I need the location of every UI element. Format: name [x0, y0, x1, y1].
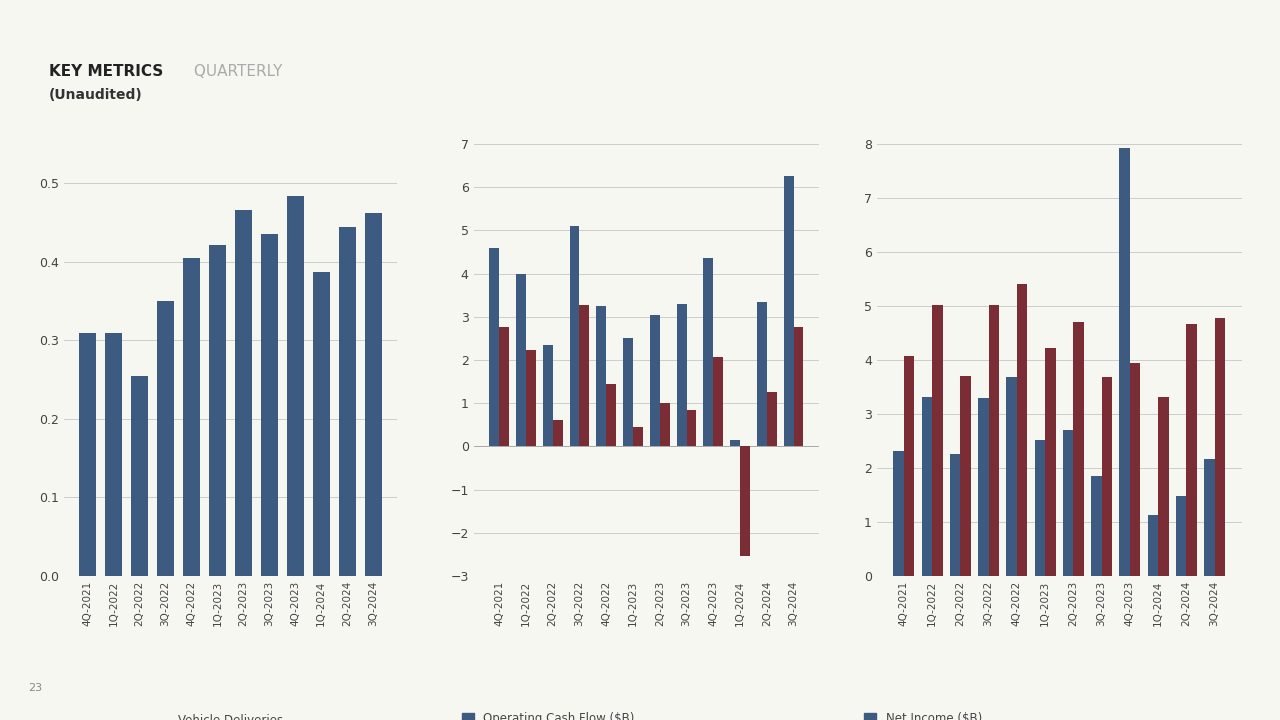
Bar: [659, 403, 669, 446]
Legend: Net Income ($B), Adjusted EBITDA ($B): Net Income ($B), Adjusted EBITDA ($B): [864, 711, 1012, 720]
Bar: [339, 228, 356, 576]
Bar: [922, 397, 932, 576]
Text: Vehicle Deliveries: Vehicle Deliveries: [178, 714, 283, 720]
Bar: [1091, 476, 1102, 576]
Bar: [978, 398, 988, 576]
Bar: [950, 454, 960, 576]
Bar: [516, 274, 526, 446]
Bar: [1176, 496, 1187, 576]
Bar: [553, 420, 563, 446]
Bar: [1204, 459, 1215, 576]
Bar: [312, 272, 330, 576]
Bar: [596, 306, 607, 446]
Bar: [1044, 348, 1056, 576]
Bar: [1130, 363, 1140, 576]
Bar: [580, 305, 589, 446]
Bar: [365, 213, 381, 576]
Bar: [105, 333, 122, 576]
Bar: [543, 345, 553, 446]
Bar: [1006, 377, 1016, 576]
Bar: [740, 446, 750, 556]
Bar: [893, 451, 904, 576]
Bar: [1215, 318, 1225, 576]
Bar: [783, 176, 794, 446]
Bar: [1148, 515, 1158, 576]
Bar: [1074, 322, 1084, 576]
Bar: [623, 338, 634, 446]
Bar: [526, 351, 536, 446]
Bar: [209, 245, 225, 576]
Bar: [1016, 284, 1028, 576]
Bar: [730, 440, 740, 446]
Bar: [650, 315, 659, 446]
Bar: [607, 384, 616, 446]
Bar: [489, 248, 499, 446]
Bar: [704, 258, 713, 446]
Bar: [79, 333, 96, 576]
Bar: [570, 226, 580, 446]
Text: KEY METRICS: KEY METRICS: [49, 63, 163, 78]
Text: QUARTERLY: QUARTERLY: [189, 63, 283, 78]
Bar: [261, 234, 278, 576]
Bar: [1102, 377, 1112, 576]
Bar: [686, 410, 696, 446]
Bar: [1062, 430, 1074, 576]
Text: 23: 23: [28, 683, 42, 693]
Bar: [677, 304, 686, 446]
Bar: [767, 392, 777, 446]
Bar: [960, 376, 970, 576]
Bar: [1158, 397, 1169, 576]
Bar: [1034, 441, 1044, 576]
Bar: [1120, 148, 1130, 576]
Bar: [756, 302, 767, 446]
Bar: [157, 301, 174, 576]
Bar: [287, 196, 303, 576]
Legend: Operating Cash Flow ($B), Free Cash Flow ($B): Operating Cash Flow ($B), Free Cash Flow…: [462, 711, 635, 720]
Bar: [183, 258, 200, 576]
Bar: [904, 356, 914, 576]
Bar: [499, 327, 509, 446]
Bar: [932, 305, 942, 576]
Text: (Unaudited): (Unaudited): [49, 89, 142, 102]
Bar: [988, 305, 998, 576]
Bar: [236, 210, 252, 576]
Bar: [713, 357, 723, 446]
Bar: [634, 428, 643, 446]
Bar: [131, 376, 148, 576]
Bar: [1187, 324, 1197, 576]
Bar: [794, 327, 804, 446]
